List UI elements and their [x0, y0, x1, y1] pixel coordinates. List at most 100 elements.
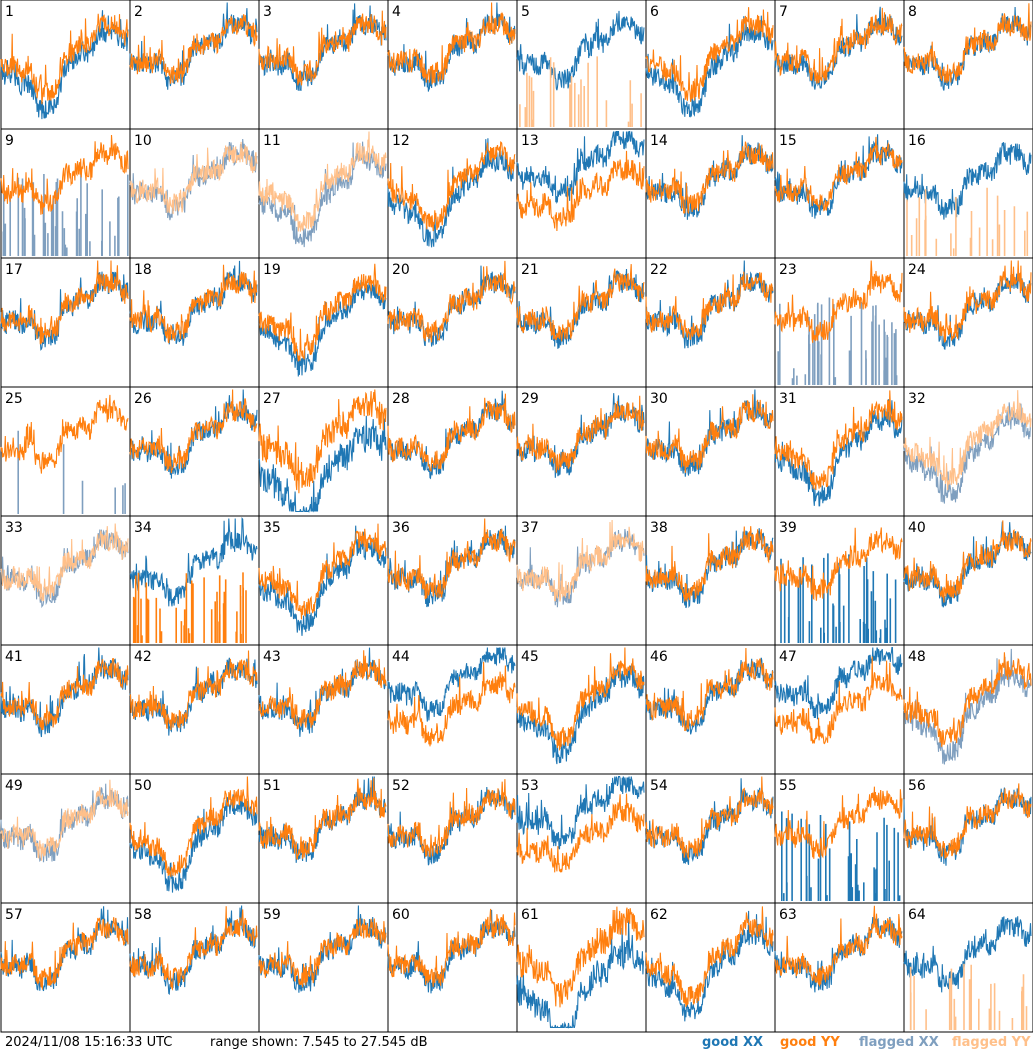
tile-label: 50 [134, 778, 152, 794]
yy-trace [906, 187, 1029, 256]
xx-trace [387, 647, 516, 722]
yy-trace [129, 389, 258, 474]
tile-label: 23 [779, 262, 797, 278]
tile-label: 12 [392, 133, 410, 149]
tile-58: 58 [129, 902, 260, 1033]
tile-label: 60 [392, 907, 410, 923]
yy-trace [258, 918, 387, 988]
tile-21: 21 [516, 257, 647, 388]
legend-good-yy: good YY [780, 1035, 840, 1050]
xx-trace [2, 171, 129, 256]
tile-label: 57 [5, 907, 23, 923]
tile-label: 20 [392, 262, 410, 278]
legend-flagged-yy: flagged YY [952, 1035, 1031, 1050]
tile-44: 44 [387, 644, 518, 775]
tile-label: 62 [650, 907, 668, 923]
tile-label: 4 [392, 4, 401, 20]
tile-11: 11 [258, 128, 389, 259]
tile-label: 48 [908, 649, 926, 665]
tile-55: 55 [774, 773, 905, 904]
tile-48: 48 [903, 644, 1033, 775]
tile-46: 46 [645, 644, 776, 775]
yy-trace [903, 390, 1032, 491]
tile-56: 56 [903, 773, 1033, 904]
yy-trace [387, 260, 516, 343]
yy-trace [903, 652, 1032, 747]
yy-trace [903, 3, 1032, 84]
tile-40: 40 [903, 515, 1033, 646]
yy-trace [129, 650, 258, 731]
tile-label: 13 [521, 133, 539, 149]
tile-label: 22 [650, 262, 668, 278]
yy-trace [258, 10, 387, 86]
tile-17: 17 [0, 257, 131, 388]
yy-trace [774, 656, 903, 745]
yy-trace [645, 271, 774, 341]
yy-trace [129, 906, 258, 991]
tile-frame [516, 773, 647, 904]
yy-trace [516, 519, 645, 602]
tile-label: 47 [779, 649, 797, 665]
tile-10: 10 [129, 128, 260, 259]
xx-trace [258, 141, 387, 248]
yy-trace [903, 783, 1032, 859]
yy-trace [516, 647, 645, 752]
tile-label: 27 [263, 391, 281, 407]
tile-label: 29 [521, 391, 539, 407]
tile-51: 51 [258, 773, 389, 904]
tile-7: 7 [774, 0, 905, 130]
yy-trace [258, 263, 387, 362]
tile-26: 26 [129, 386, 260, 517]
tile-label: 53 [521, 778, 539, 794]
yy-trace [129, 14, 258, 84]
range-label: range shown: 7.545 to 27.545 dB [210, 1035, 428, 1050]
tile-label: 26 [134, 391, 152, 407]
tile-label: 8 [908, 4, 917, 20]
tile-20: 20 [387, 257, 518, 388]
tile-36: 36 [387, 515, 518, 646]
tile-57: 57 [0, 902, 131, 1033]
yy-trace [774, 260, 903, 343]
yy-trace [774, 786, 903, 859]
tile-39: 39 [774, 515, 905, 646]
tile-label: 32 [908, 391, 926, 407]
yy-trace [645, 7, 774, 102]
yy-trace [645, 141, 774, 215]
tile-38: 38 [645, 515, 776, 646]
footer-bar: 2024/11/08 15:16:33 UTC range shown: 7.5… [0, 1033, 1033, 1053]
tile-29: 29 [516, 386, 647, 517]
tile-3: 3 [258, 0, 389, 130]
tile-5: 5 [516, 0, 647, 130]
tile-label: 59 [263, 907, 281, 923]
yy-trace [516, 395, 645, 473]
tile-label: 37 [521, 520, 539, 536]
yy-trace [903, 520, 1032, 603]
yy-trace [0, 394, 129, 474]
tile-42: 42 [129, 644, 260, 775]
tile-label: 42 [134, 649, 152, 665]
xx-trace [780, 553, 897, 643]
yy-trace [258, 777, 387, 860]
tile-label: 30 [650, 391, 668, 407]
yy-trace [0, 13, 129, 105]
yy-trace [903, 260, 1032, 343]
tile-27: 27 [258, 386, 389, 517]
yy-trace [909, 963, 1028, 1030]
xx-trace [774, 399, 903, 507]
tile-4: 4 [387, 0, 518, 130]
yy-trace [0, 523, 129, 602]
tile-53: 53 [516, 773, 647, 904]
tile-label: 45 [521, 649, 539, 665]
tile-label: 1 [5, 4, 14, 20]
tile-1: 1 [0, 0, 131, 130]
xx-trace [129, 517, 258, 607]
tile-label: 40 [908, 520, 926, 536]
yy-trace [258, 389, 387, 494]
tile-frame [516, 902, 647, 1033]
yy-trace [387, 661, 516, 747]
xx-trace [645, 15, 774, 118]
tile-54: 54 [645, 773, 776, 904]
yy-trace [387, 2, 516, 85]
yy-trace [132, 572, 247, 643]
tile-32: 32 [903, 386, 1033, 517]
